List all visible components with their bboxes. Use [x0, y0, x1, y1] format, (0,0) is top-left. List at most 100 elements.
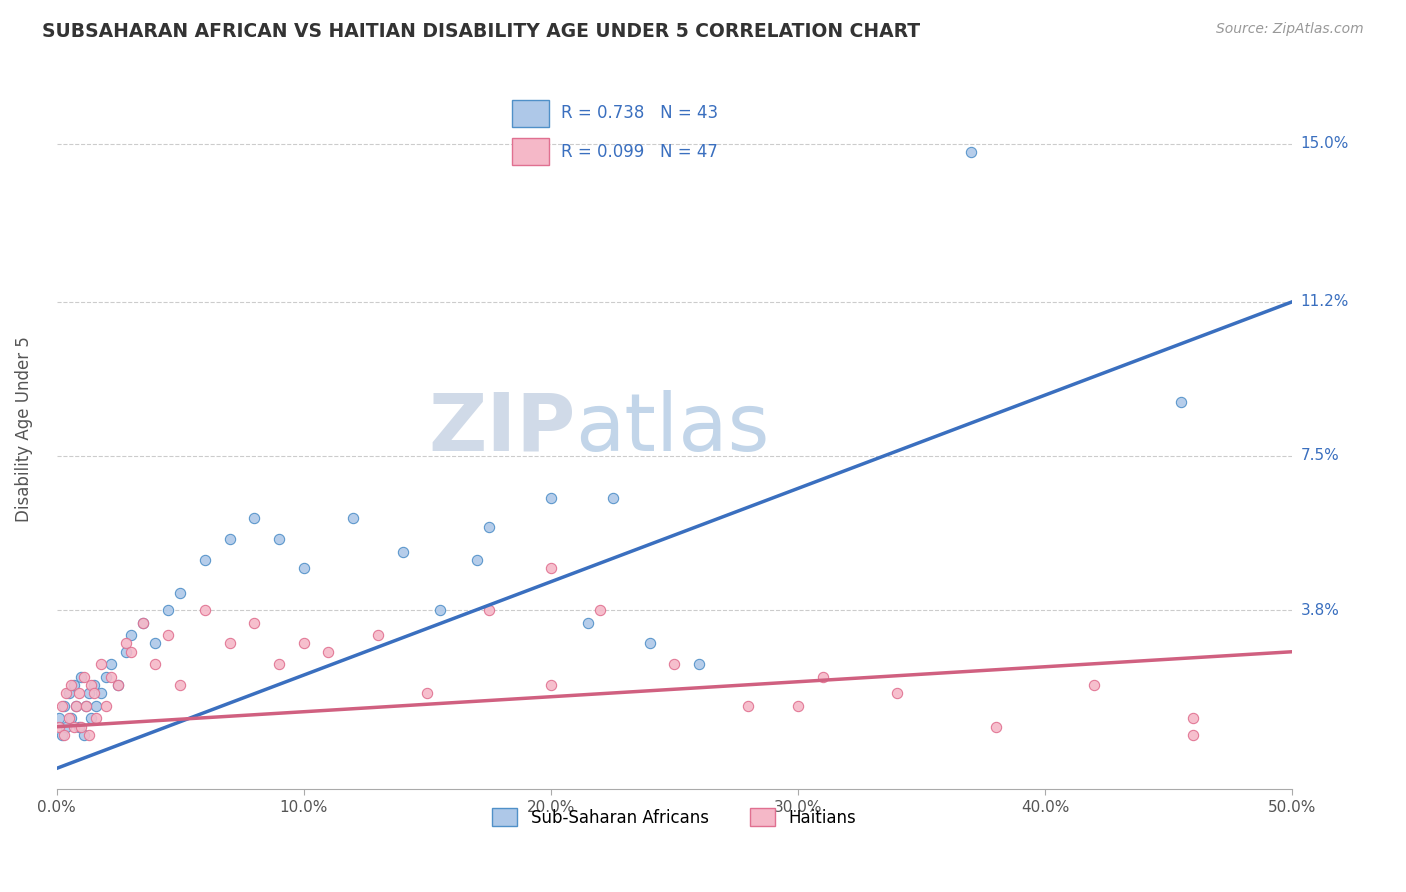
Point — [342, 511, 364, 525]
Text: atlas: atlas — [575, 390, 770, 468]
Point — [218, 533, 240, 547]
Point — [787, 698, 810, 713]
Point — [664, 657, 686, 672]
Point — [75, 698, 97, 713]
Text: 3.8%: 3.8% — [1301, 603, 1340, 617]
Point — [478, 603, 501, 617]
Point — [53, 698, 76, 713]
Point — [65, 698, 87, 713]
Point — [132, 615, 155, 630]
Point — [145, 636, 167, 650]
Point — [267, 533, 290, 547]
Point — [77, 686, 100, 700]
Point — [540, 678, 562, 692]
Point — [156, 603, 179, 617]
Text: Source: ZipAtlas.com: Source: ZipAtlas.com — [1216, 22, 1364, 37]
Point — [94, 670, 117, 684]
Point — [114, 645, 136, 659]
Point — [53, 728, 76, 742]
Point — [540, 491, 562, 505]
Point — [391, 545, 413, 559]
Point — [80, 711, 103, 725]
Text: 11.2%: 11.2% — [1301, 294, 1348, 310]
Point — [100, 670, 122, 684]
Point — [94, 698, 117, 713]
Point — [429, 603, 451, 617]
Point — [48, 711, 70, 725]
Point — [292, 561, 315, 575]
Point — [114, 636, 136, 650]
Y-axis label: Disability Age Under 5: Disability Age Under 5 — [15, 336, 32, 522]
Point — [63, 720, 86, 734]
Point — [267, 657, 290, 672]
FancyBboxPatch shape — [512, 100, 548, 127]
Point — [638, 636, 661, 650]
Point — [1170, 394, 1192, 409]
Point — [65, 698, 87, 713]
Point — [100, 657, 122, 672]
Point — [416, 686, 439, 700]
Point — [367, 628, 389, 642]
Point — [576, 615, 599, 630]
Point — [73, 670, 96, 684]
Point — [120, 645, 142, 659]
Point — [194, 553, 217, 567]
Point — [478, 520, 501, 534]
Point — [60, 678, 83, 692]
Point — [83, 678, 105, 692]
Text: ZIP: ZIP — [429, 390, 575, 468]
Text: SUBSAHARAN AFRICAN VS HAITIAN DISABILITY AGE UNDER 5 CORRELATION CHART: SUBSAHARAN AFRICAN VS HAITIAN DISABILITY… — [42, 22, 921, 41]
Point — [67, 720, 90, 734]
Point — [107, 678, 129, 692]
Point — [73, 728, 96, 742]
Legend: Sub-Saharan Africans, Haitians: Sub-Saharan Africans, Haitians — [484, 800, 865, 835]
Point — [540, 561, 562, 575]
Point — [84, 698, 107, 713]
Point — [90, 686, 112, 700]
Point — [602, 491, 624, 505]
Point — [1182, 711, 1205, 725]
Point — [218, 636, 240, 650]
Point — [55, 686, 77, 700]
Point — [243, 615, 266, 630]
Text: 15.0%: 15.0% — [1301, 136, 1348, 151]
Text: R = 0.738   N = 43: R = 0.738 N = 43 — [561, 104, 718, 122]
Point — [58, 686, 80, 700]
Point — [688, 657, 710, 672]
Point — [1182, 728, 1205, 742]
Point — [90, 657, 112, 672]
Point — [55, 720, 77, 734]
Text: R = 0.099   N = 47: R = 0.099 N = 47 — [561, 143, 718, 161]
Point — [77, 728, 100, 742]
Point — [84, 711, 107, 725]
Point — [589, 603, 612, 617]
Point — [67, 686, 90, 700]
Point — [292, 636, 315, 650]
Point — [107, 678, 129, 692]
Point — [169, 586, 191, 600]
Point — [169, 678, 191, 692]
Point — [58, 711, 80, 725]
Point — [465, 553, 488, 567]
Point — [243, 511, 266, 525]
Point — [70, 720, 93, 734]
Point — [51, 728, 73, 742]
Text: 7.5%: 7.5% — [1301, 449, 1339, 464]
Point — [145, 657, 167, 672]
Point — [737, 698, 759, 713]
Point — [80, 678, 103, 692]
Point — [886, 686, 908, 700]
Point — [51, 698, 73, 713]
Point — [48, 720, 70, 734]
Point — [75, 698, 97, 713]
FancyBboxPatch shape — [512, 138, 548, 165]
Point — [811, 670, 834, 684]
Point — [984, 720, 1007, 734]
Point — [194, 603, 217, 617]
Point — [156, 628, 179, 642]
Point — [70, 670, 93, 684]
Point — [1083, 678, 1105, 692]
Point — [63, 678, 86, 692]
Point — [960, 145, 983, 159]
Point — [132, 615, 155, 630]
